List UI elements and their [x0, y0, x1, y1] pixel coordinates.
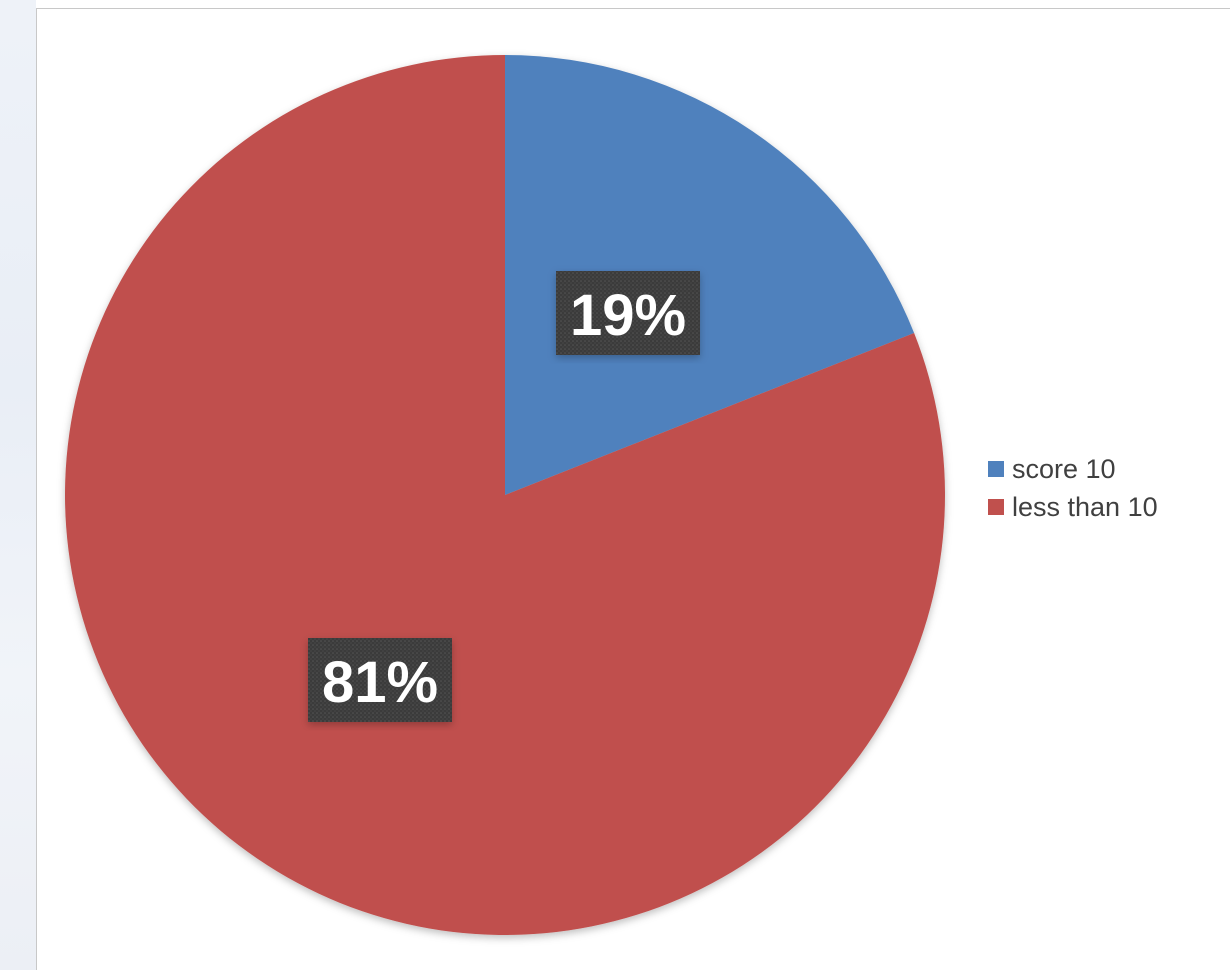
legend: score 10 less than 10	[988, 450, 1158, 526]
legend-label-less-than-10: less than 10	[1012, 491, 1158, 522]
data-label-text: 19%	[570, 283, 686, 348]
pie-slice-score-10	[505, 55, 915, 495]
legend-swatch-less-than-10	[988, 499, 1004, 515]
legend-label-score-10: score 10	[1012, 453, 1116, 484]
background-strip	[0, 0, 36, 970]
data-label-box	[308, 638, 452, 722]
legend-item-score-10: score 10	[988, 450, 1158, 488]
pie-slice-less-than-10	[64, 55, 945, 935]
data-label-less-than-10: 81%	[308, 638, 452, 722]
data-label-box	[556, 271, 700, 355]
data-label-score-10: 19%	[556, 271, 700, 355]
legend-item-less-than-10: less than 10	[988, 488, 1158, 526]
legend-swatch-score-10	[988, 461, 1004, 477]
data-label-text: 81%	[322, 650, 438, 715]
